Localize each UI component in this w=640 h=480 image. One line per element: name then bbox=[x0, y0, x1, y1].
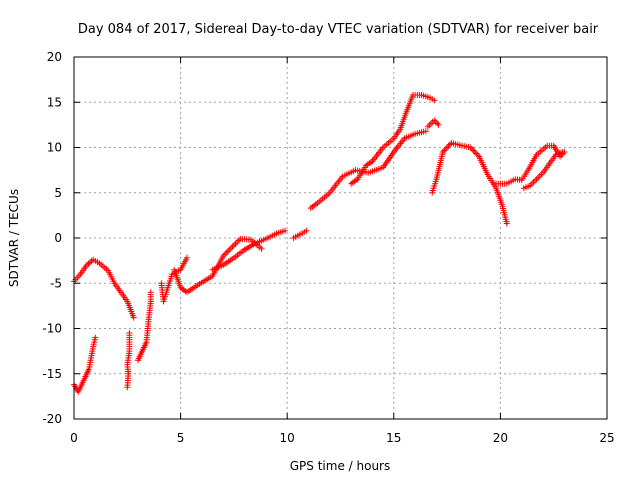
series-markers bbox=[424, 117, 442, 130]
series-1 bbox=[71, 256, 137, 321]
series-markers bbox=[307, 128, 429, 212]
y-axis-label: SDTVAR / TECUs bbox=[7, 189, 21, 287]
y-tick-label: -20 bbox=[42, 412, 62, 426]
plot-border bbox=[73, 56, 608, 420]
series-markers bbox=[209, 227, 289, 273]
series-11 bbox=[424, 117, 442, 130]
series-markers bbox=[71, 256, 137, 321]
grid-lines bbox=[74, 57, 607, 419]
series-2 bbox=[71, 334, 99, 395]
chart-title: Day 084 of 2017, Sidereal Day-to-day VTE… bbox=[78, 22, 599, 37]
x-tick-label: 20 bbox=[493, 431, 508, 445]
x-tick-label: 0 bbox=[70, 431, 78, 445]
series-markers bbox=[520, 149, 566, 192]
y-tick-label: -10 bbox=[42, 322, 62, 336]
series-markers bbox=[158, 254, 190, 305]
data-points bbox=[71, 92, 568, 395]
series-markers bbox=[348, 92, 438, 187]
series-10 bbox=[348, 92, 438, 187]
series-5 bbox=[158, 254, 190, 305]
axis-ticks: 0 5 10 15 20 25 -20 -15 -10 -5 0 5 10 15 20 bbox=[42, 50, 614, 445]
series-13 bbox=[493, 142, 568, 187]
y-tick-label: 20 bbox=[47, 50, 62, 64]
x-tick-label: 5 bbox=[177, 431, 185, 445]
y-tick-label: 10 bbox=[47, 141, 62, 155]
y-tick-label: 5 bbox=[54, 186, 62, 200]
y-tick-label: 0 bbox=[54, 231, 62, 245]
x-axis-label: GPS time / hours bbox=[290, 459, 391, 473]
series-3 bbox=[124, 330, 133, 391]
x-tick-label: 15 bbox=[386, 431, 401, 445]
series-12 bbox=[429, 140, 510, 227]
series-markers bbox=[493, 142, 568, 187]
series-7 bbox=[209, 227, 289, 273]
y-tick-label: 15 bbox=[47, 95, 62, 109]
series-markers bbox=[124, 330, 133, 391]
x-tick-label: 10 bbox=[280, 431, 295, 445]
y-tick-label: -15 bbox=[42, 367, 62, 381]
series-4 bbox=[135, 289, 154, 364]
series-9 bbox=[307, 128, 429, 212]
series-markers bbox=[135, 289, 154, 364]
series-8 bbox=[290, 227, 310, 241]
series-markers bbox=[429, 140, 510, 227]
y-tick-label: -5 bbox=[50, 276, 62, 290]
x-tick-label: 25 bbox=[599, 431, 614, 445]
series-markers bbox=[71, 334, 99, 395]
series-14 bbox=[520, 149, 566, 192]
series-markers bbox=[290, 227, 310, 241]
